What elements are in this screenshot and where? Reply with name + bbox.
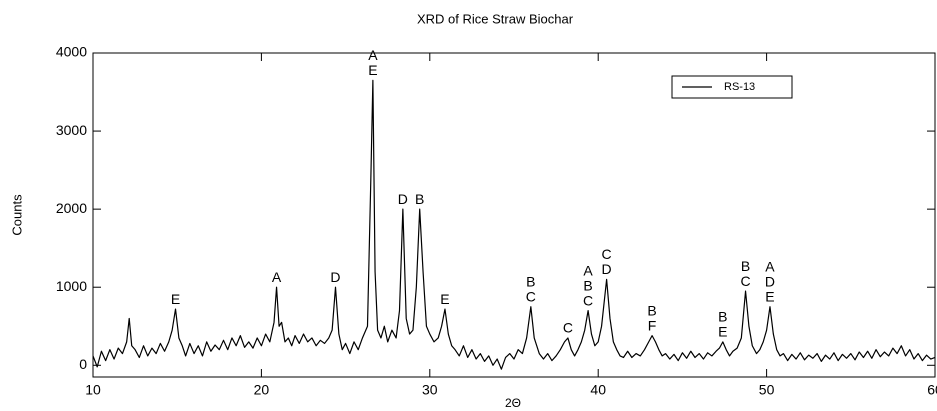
- x-tick-label: 30: [422, 382, 438, 398]
- peak-label: C: [526, 288, 536, 304]
- peak-label: C: [563, 320, 573, 336]
- peak-label: E: [765, 288, 774, 304]
- chart-title: XRD of Rice Straw Biochar: [417, 11, 574, 26]
- y-tick-label: 2000: [56, 200, 87, 216]
- peak-label: D: [330, 269, 340, 285]
- peak-label: B: [718, 309, 727, 325]
- x-tick-label: 50: [759, 382, 775, 398]
- peak-label: F: [648, 317, 657, 333]
- peak-label: C: [740, 273, 750, 289]
- y-tick-label: 0: [79, 356, 87, 372]
- peak-label: C: [602, 246, 612, 262]
- x-axis-label: 2Θ: [505, 396, 521, 410]
- peak-label: A: [765, 258, 775, 274]
- x-tick-label: 10: [85, 382, 101, 398]
- peak-label: A: [583, 262, 593, 278]
- legend-box: [671, 75, 793, 99]
- peak-label: E: [171, 291, 180, 307]
- peak-label: D: [398, 191, 408, 207]
- peak-label: B: [526, 273, 535, 289]
- peak-label: B: [415, 191, 424, 207]
- y-tick-label: 1000: [56, 278, 87, 294]
- y-tick-label: 4000: [56, 44, 87, 60]
- data-line: [92, 79, 936, 370]
- peak-label: E: [368, 62, 377, 78]
- peak-label: A: [272, 269, 282, 285]
- y-tick-label: 3000: [56, 122, 87, 138]
- peak-label: B: [647, 302, 656, 318]
- x-tick-label: 20: [254, 382, 270, 398]
- peak-label: C: [583, 292, 593, 308]
- peak-label: E: [440, 291, 449, 307]
- y-axis-label: Counts: [9, 194, 24, 236]
- plot-frame: [92, 52, 936, 378]
- legend-label: RS-13: [724, 81, 755, 93]
- peak-label: B: [583, 277, 592, 293]
- peak-label: D: [765, 273, 775, 289]
- peak-label: B: [741, 258, 750, 274]
- x-tick-label: 60: [927, 382, 937, 398]
- peak-label: D: [602, 261, 612, 277]
- peak-label: E: [718, 324, 727, 340]
- peak-label: A: [368, 47, 378, 63]
- x-tick-label: 40: [590, 382, 606, 398]
